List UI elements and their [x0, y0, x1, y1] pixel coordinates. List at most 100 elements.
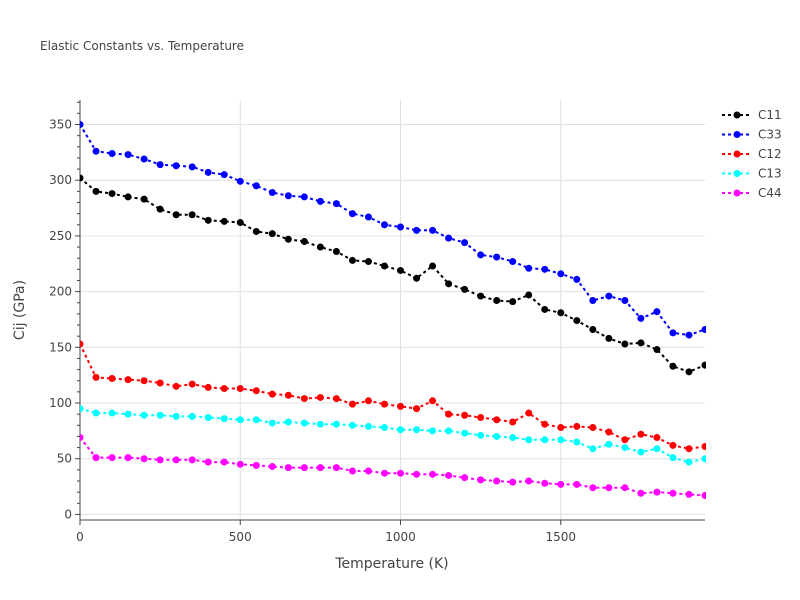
data-point-c44: [172, 456, 180, 464]
legend-item-c12[interactable]: C12: [722, 147, 782, 161]
data-point-c11: [685, 368, 693, 376]
series-line-c11: [80, 177, 706, 373]
data-point-c13: [525, 436, 533, 444]
data-point-c12: [557, 424, 565, 432]
data-point-c33: [701, 325, 706, 333]
data-point-c44: [493, 477, 501, 485]
data-point-c11: [220, 217, 228, 225]
data-point-c33: [156, 161, 164, 169]
data-point-c11: [413, 274, 421, 282]
data-point-c11: [541, 305, 549, 313]
legend-item-c44[interactable]: C44: [722, 186, 782, 200]
data-point-c13: [637, 448, 645, 456]
data-point-c33: [397, 223, 405, 231]
data-point-c12: [525, 409, 533, 417]
data-point-c33: [621, 297, 629, 305]
data-point-c33: [573, 275, 581, 283]
data-point-c11: [316, 243, 324, 251]
data-point-c44: [461, 474, 469, 482]
data-point-c13: [557, 436, 565, 444]
data-point-c11: [397, 266, 405, 274]
data-point-c44: [621, 484, 629, 492]
y-tick-label: 350: [49, 118, 72, 132]
data-point-c44: [380, 469, 388, 477]
data-point-c12: [605, 428, 613, 436]
data-point-c44: [236, 460, 244, 468]
data-point-c11: [653, 346, 661, 354]
data-point-c12: [429, 397, 437, 405]
y-tick-label: 300: [49, 173, 72, 187]
data-point-c33: [557, 270, 565, 278]
data-point-c33: [80, 121, 84, 129]
data-point-c11: [92, 187, 100, 195]
data-point-c44: [80, 434, 84, 442]
data-point-c44: [364, 467, 372, 475]
data-point-c33: [252, 182, 260, 190]
data-point-c44: [252, 461, 260, 469]
data-point-c12: [300, 395, 308, 403]
data-point-c33: [653, 308, 661, 316]
data-point-c13: [204, 414, 212, 422]
legend[interactable]: C11 C33 C12 C13 C44: [722, 108, 782, 200]
y-tick-label: 100: [49, 396, 72, 410]
data-point-c44: [124, 454, 132, 462]
data-point-c33: [541, 265, 549, 273]
data-point-c12: [701, 442, 706, 450]
data-point-c13: [92, 409, 100, 417]
data-point-c33: [316, 197, 324, 205]
data-point-c13: [172, 412, 180, 420]
x-tick-label: 1000: [385, 530, 416, 544]
data-point-c44: [637, 489, 645, 497]
legend-item-c13[interactable]: C13: [722, 167, 782, 181]
data-point-c33: [92, 147, 100, 155]
y-tick-label: 200: [49, 285, 72, 299]
data-point-c44: [348, 467, 356, 475]
data-point-c11: [493, 297, 501, 305]
series-line-c33: [80, 123, 706, 337]
data-point-c11: [477, 292, 485, 300]
data-point-c12: [332, 395, 340, 403]
data-point-c44: [140, 455, 148, 463]
data-point-c12: [380, 400, 388, 408]
data-point-c33: [268, 188, 276, 196]
data-point-c11: [445, 280, 453, 288]
data-point-c12: [252, 387, 260, 395]
legend-item-c33[interactable]: C33: [722, 128, 782, 142]
legend-item-c11[interactable]: C11: [722, 108, 782, 122]
data-point-c11: [701, 361, 706, 369]
data-point-c12: [316, 393, 324, 401]
data-point-c12: [637, 430, 645, 438]
data-point-c13: [348, 421, 356, 429]
data-point-c12: [589, 424, 597, 432]
data-point-c33: [413, 226, 421, 234]
data-point-c11: [429, 262, 437, 270]
data-point-c44: [701, 491, 706, 499]
data-point-c12: [685, 445, 693, 453]
data-point-c12: [669, 441, 677, 449]
data-point-c44: [429, 470, 437, 478]
data-point-c12: [124, 376, 132, 384]
data-point-c13: [461, 429, 469, 437]
data-point-c13: [541, 436, 549, 444]
data-point-c12: [653, 434, 661, 442]
series-c44: [80, 434, 706, 499]
data-point-c44: [477, 476, 485, 484]
data-point-c11: [332, 248, 340, 256]
data-point-c44: [300, 464, 308, 472]
data-point-c33: [332, 200, 340, 208]
data-point-c33: [637, 314, 645, 322]
data-point-c13: [124, 410, 132, 418]
x-tick-label: 0: [76, 530, 84, 544]
legend-swatch-marker-c12: [733, 150, 741, 158]
data-point-c11: [156, 205, 164, 213]
data-point-c33: [669, 329, 677, 337]
data-point-c11: [637, 339, 645, 347]
data-point-c13: [493, 432, 501, 440]
y-tick-label: 250: [49, 229, 72, 243]
series-group: [80, 121, 706, 499]
data-point-c11: [461, 285, 469, 293]
data-point-c33: [685, 331, 693, 339]
data-point-c13: [236, 416, 244, 424]
legend-swatch-marker-c13: [733, 170, 741, 177]
